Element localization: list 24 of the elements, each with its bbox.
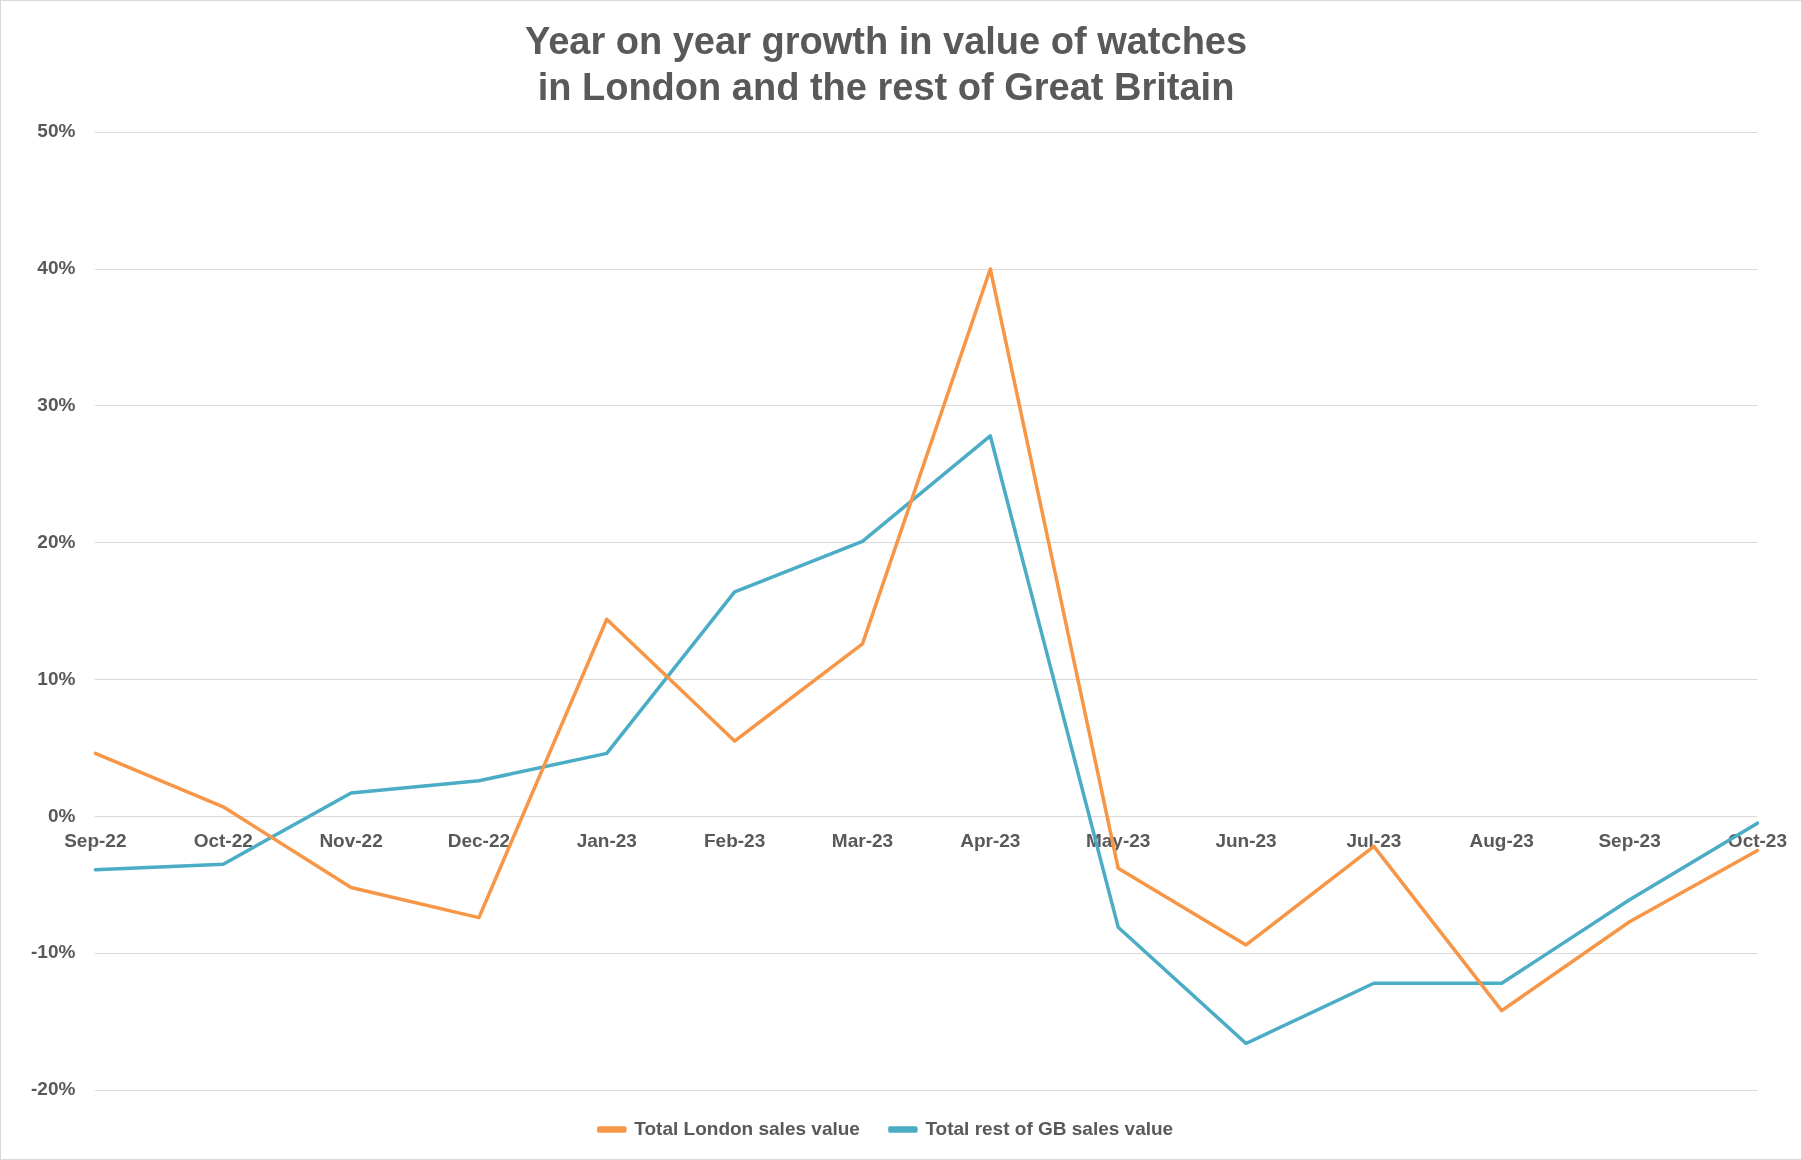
x-tick-label: Jun-23 (1215, 829, 1277, 851)
x-tick-label: Mar-23 (831, 829, 894, 851)
y-tick-label: -10% (31, 941, 76, 963)
y-tick-label: 10% (37, 667, 76, 689)
x-tick-label: Dec-22 (447, 829, 511, 851)
legend-label: Total London sales value (634, 1117, 860, 1139)
x-tick-label: Feb-23 (703, 829, 766, 851)
y-tick-label: 50% (37, 120, 76, 142)
legend-label: Total rest of GB sales value (925, 1117, 1174, 1139)
y-tick-label: 40% (37, 257, 76, 279)
y-tick-label: 30% (37, 394, 76, 416)
x-tick-label: Nov-22 (319, 829, 383, 851)
x-tick-label: Sep-23 (1598, 829, 1661, 851)
y-tick-label: -20% (31, 1078, 76, 1100)
x-tick-label: Aug-23 (1469, 829, 1534, 851)
x-tick-label: Sep-22 (64, 829, 127, 851)
x-tick-label: Apr-23 (960, 829, 1021, 851)
x-tick-label: Oct-23 (1727, 829, 1787, 851)
x-tick-label: Jan-23 (576, 829, 637, 851)
x-tick-label: Jul-23 (1346, 829, 1402, 851)
x-tick-label: Oct-22 (193, 829, 253, 851)
chart-title: Year on year growth in value of watches in London and the rest of Great Britain (524, 20, 1248, 108)
y-tick-label: 20% (37, 530, 76, 552)
y-tick-label: 0% (47, 804, 76, 826)
